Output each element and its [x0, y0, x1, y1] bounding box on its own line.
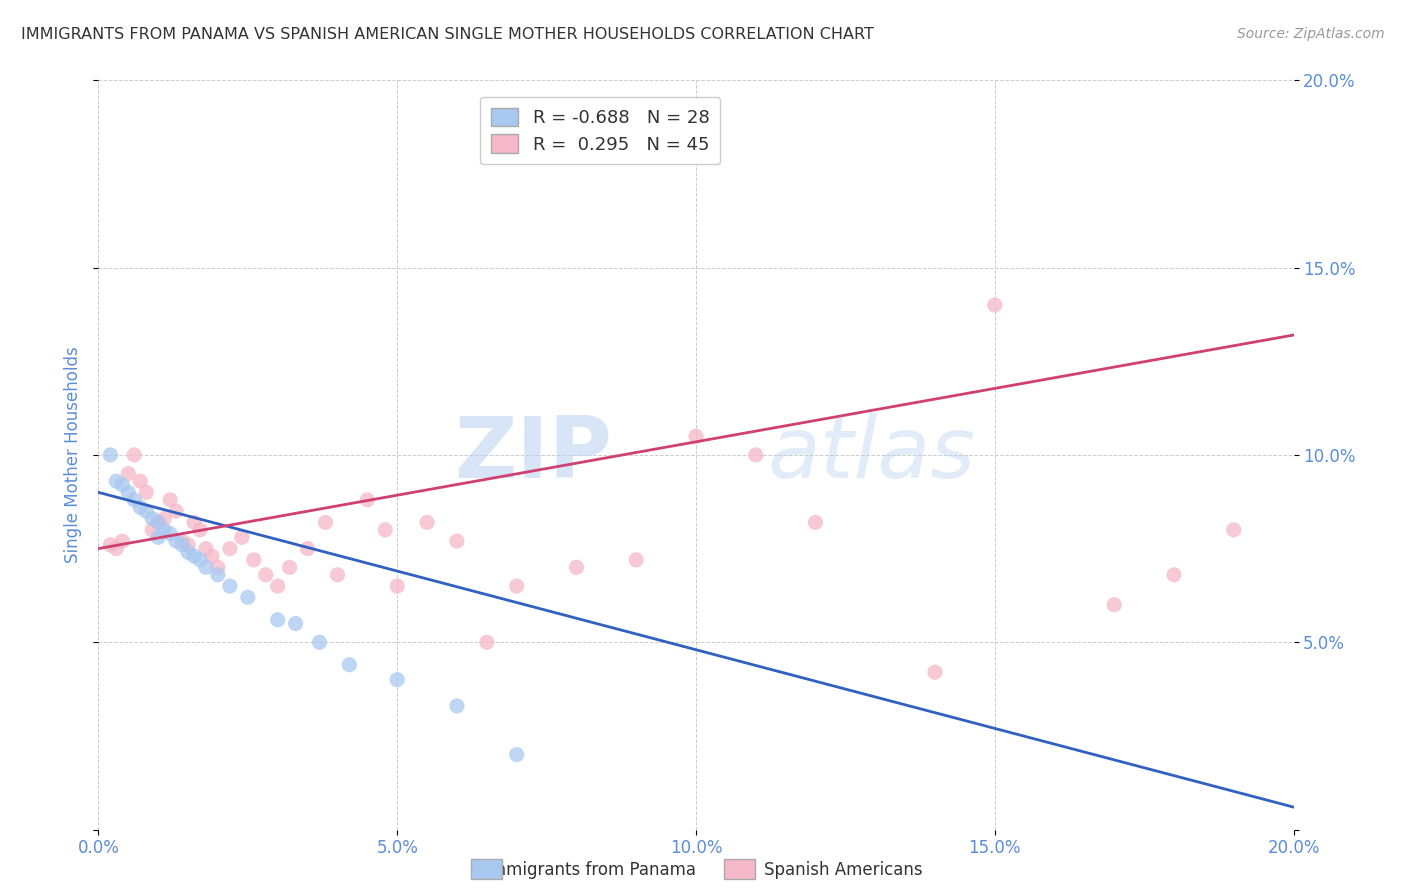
Point [385, 579, 409, 593]
Point [172, 534, 194, 549]
Point [254, 567, 277, 582]
Point [124, 448, 146, 462]
Point [745, 448, 768, 462]
Point [1223, 523, 1246, 537]
Point [278, 560, 301, 574]
Point [565, 560, 588, 574]
Point [219, 541, 242, 556]
Point [148, 516, 170, 530]
Point [308, 635, 330, 649]
Point [385, 673, 409, 687]
Point [98, 448, 122, 462]
Point [105, 474, 128, 488]
Legend: R = -0.688   N = 28, R =  0.295   N = 45: R = -0.688 N = 28, R = 0.295 N = 45 [481, 97, 720, 164]
Point [188, 553, 211, 567]
Point [284, 616, 307, 631]
Point [148, 530, 170, 544]
Text: Immigrants from Panama: Immigrants from Panama [485, 861, 696, 879]
Point [984, 298, 1007, 312]
Point [506, 579, 529, 593]
Point [326, 567, 349, 582]
Point [416, 516, 439, 530]
Text: atlas: atlas [768, 413, 976, 497]
Point [141, 511, 163, 525]
Y-axis label: Single Mother Households: Single Mother Households [65, 347, 83, 563]
Point [356, 492, 378, 507]
Point [188, 523, 211, 537]
Point [129, 500, 152, 515]
Point [129, 474, 152, 488]
Point [117, 467, 139, 481]
Point [195, 560, 218, 574]
Point [1163, 567, 1185, 582]
Point [626, 553, 648, 567]
Point [267, 613, 290, 627]
Point [315, 516, 337, 530]
Point [172, 538, 194, 552]
Point [98, 538, 122, 552]
Point [153, 511, 176, 525]
Point [195, 541, 218, 556]
Point [135, 485, 157, 500]
Point [374, 523, 396, 537]
Point [148, 516, 170, 530]
Point [475, 635, 498, 649]
Point [111, 478, 134, 492]
Point [183, 549, 205, 563]
Point [141, 523, 163, 537]
Point [201, 549, 224, 563]
Point [804, 516, 827, 530]
Point [446, 534, 468, 549]
Point [924, 665, 946, 680]
Text: Spanish Americans: Spanish Americans [765, 861, 922, 879]
Point [506, 747, 529, 762]
Point [207, 567, 229, 582]
Point [231, 530, 253, 544]
Point [117, 485, 139, 500]
Point [105, 541, 128, 556]
Point [183, 516, 205, 530]
Text: Source: ZipAtlas.com: Source: ZipAtlas.com [1237, 27, 1385, 41]
Point [111, 534, 134, 549]
Point [159, 526, 181, 541]
Point [446, 698, 468, 713]
Point [207, 560, 229, 574]
Point [685, 429, 707, 443]
Point [165, 534, 187, 549]
Point [165, 504, 187, 518]
Text: ZIP: ZIP [454, 413, 613, 497]
Point [153, 523, 176, 537]
Point [177, 538, 200, 552]
Point [124, 492, 146, 507]
Point [339, 657, 361, 672]
Point [297, 541, 319, 556]
Point [135, 504, 157, 518]
Point [243, 553, 266, 567]
Point [1104, 598, 1126, 612]
Point [267, 579, 290, 593]
Point [177, 545, 200, 559]
Point [236, 591, 259, 605]
Point [219, 579, 242, 593]
Point [159, 492, 181, 507]
Text: IMMIGRANTS FROM PANAMA VS SPANISH AMERICAN SINGLE MOTHER HOUSEHOLDS CORRELATION : IMMIGRANTS FROM PANAMA VS SPANISH AMERIC… [21, 27, 875, 42]
